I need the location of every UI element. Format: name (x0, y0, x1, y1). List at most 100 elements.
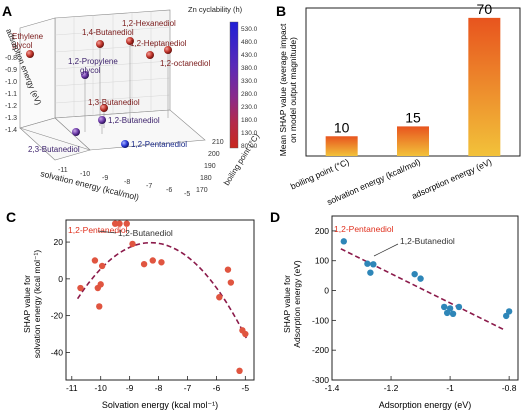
d-point (505, 308, 513, 315)
z-tick: -0.9 (5, 67, 17, 74)
c-xtick-label: -9 (126, 383, 134, 393)
z-tick: -1.1 (5, 91, 17, 98)
sphere-ethylene-glycol (26, 50, 34, 58)
d-ticks: -1.4 -1.2 -1 -0.8 -300 -200 -100 0 100 200 (312, 226, 517, 393)
panel-d-scatter: D SHAP value for Adsorption energy (eV) … (270, 209, 519, 410)
d-plot-frame (331, 215, 519, 381)
d-point (449, 310, 457, 318)
c-arrow-butanediol (97, 230, 117, 234)
c-point (158, 259, 165, 266)
d-xtick-label: -1.4 (325, 383, 340, 393)
c-point (123, 220, 130, 227)
c-point (129, 240, 136, 248)
d-point (367, 269, 374, 276)
sphere-1-2-pentanediol (121, 140, 129, 148)
label-1-2-propylene-glycol-line2: glycol (80, 66, 101, 75)
x-tick: -7 (146, 183, 152, 190)
label-2-3-butanediol: 2,3-Butanediol (28, 145, 80, 154)
z-tick: -1.4 (5, 127, 17, 134)
colorbar (229, 21, 239, 149)
z-tick: -1.2 (5, 103, 17, 110)
x-tick: -11 (58, 167, 68, 174)
y-tick: 170 (196, 187, 208, 194)
b-ylabel-line2: on model output magnitude) (288, 37, 298, 143)
d-ylabel-line1: SHAP value for (282, 275, 292, 333)
panel-letter-d: D (270, 209, 280, 225)
x-tick: -9 (102, 175, 108, 182)
b-value-labels: 10 15 70 (334, 1, 492, 135)
y-tick: 200 (208, 151, 220, 158)
z-axis-ticks: -0.8 -0.9 -1.0 -1.1 -1.2 -1.3 -1.4 (5, 55, 17, 134)
b-category-label: boiling point (°C) (289, 157, 351, 192)
3d-grid (54, 11, 171, 117)
colorbar-tick: 430.0 (241, 52, 258, 59)
d-ylabel-line2: Adsorption energy (eV) (292, 260, 302, 348)
sphere-1-3-butanediol (100, 104, 108, 112)
c-point (224, 266, 232, 273)
colorbar-tick: 80.00 (241, 143, 258, 150)
c-point (96, 303, 103, 310)
3d-box (19, 9, 206, 161)
label-1-4-butanediol: 1,4-Butanediol (82, 28, 134, 37)
colorbar-tick: 230.0 (241, 104, 258, 111)
colorbar-ticks: 530.0 480.0 430.0 380.0 330.0 280.0 230.… (241, 26, 258, 150)
c-point (227, 279, 235, 286)
c-point (77, 284, 84, 292)
d-xtick-label: -0.8 (502, 383, 517, 393)
colorbar-tick: 530.0 (241, 26, 258, 33)
b-value-label: 70 (477, 1, 493, 17)
d-annotation-pentanediol: 1,2-Pentanediol (334, 224, 394, 234)
d-ytick-label: -100 (312, 315, 329, 325)
colorbar-tick: 380.0 (241, 65, 258, 72)
y-tick: 190 (204, 163, 216, 170)
d-annotation-butanediol: 1,2-Butanediol (400, 236, 455, 246)
panel-letter-a: A (2, 3, 12, 19)
d-ytick-label: -200 (312, 345, 329, 355)
c-point (116, 220, 123, 227)
colorbar-title: Zn cyclability (h) (188, 5, 243, 14)
colorbar-tick: 130.0 (241, 130, 258, 137)
panel-c-scatter: C SHAP value for solvation energy (kcal … (6, 209, 255, 410)
c-point (97, 281, 104, 288)
c-xtick-label: -5 (242, 383, 250, 393)
sphere-2-3-butanediol (72, 128, 80, 136)
colorbar-tick: 180.0 (241, 117, 258, 124)
colorbar-tick: 480.0 (241, 39, 258, 46)
c-point (236, 367, 243, 375)
sphere-1-2-hexanediol (126, 37, 134, 45)
d-fit-line (340, 248, 504, 331)
x-tick: -5 (184, 191, 190, 198)
z-tick: -1.0 (5, 79, 17, 86)
y-tick: 180 (200, 175, 212, 182)
d-point (417, 275, 424, 282)
c-xtick-label: -8 (155, 383, 163, 393)
c-ytick-label: -40 (51, 347, 64, 357)
c-point (149, 257, 156, 264)
c-xtick-label: -11 (66, 383, 78, 393)
b-bars (325, 17, 501, 156)
c-xlabel: Solvation energy (kcal mol⁻¹) (102, 400, 218, 410)
label-1-2-pentanediol: 1,2-Pentanediol (131, 140, 187, 149)
d-arrow-butanediol (373, 243, 399, 257)
c-point (91, 257, 99, 264)
c-point (242, 330, 249, 338)
d-point (364, 260, 371, 267)
x-axis-ticks: -11 -10 -9 -8 -7 -6 -5 (58, 167, 190, 198)
d-ytick-label: -300 (312, 375, 329, 385)
d-point (455, 303, 463, 311)
c-plot-frame (65, 219, 255, 381)
d-xlabel: Adsorption energy (eV) (379, 400, 472, 410)
label-ethylene-glycol-line2: glycol (12, 41, 33, 50)
c-point (140, 260, 148, 268)
d-point (440, 303, 448, 311)
b-bar (397, 126, 429, 156)
panel-b-bar-chart: B Mean SHAP value (average impact on mod… (276, 1, 521, 207)
panel-letter-b: B (276, 3, 286, 19)
d-ytick-label: 100 (315, 256, 329, 266)
y-axis-ticks: 170 180 190 200 210 (196, 139, 224, 194)
d-ytick-label: 0 (324, 286, 329, 296)
b-ylabel-line1: Mean SHAP value (average impact (278, 23, 288, 156)
z-tick: -0.8 (5, 55, 17, 62)
c-ytick-label: -20 (51, 311, 64, 321)
c-ticks: -11 -10 -9 -8 -7 -6 -5 -40 -20 0 20 (51, 237, 250, 393)
